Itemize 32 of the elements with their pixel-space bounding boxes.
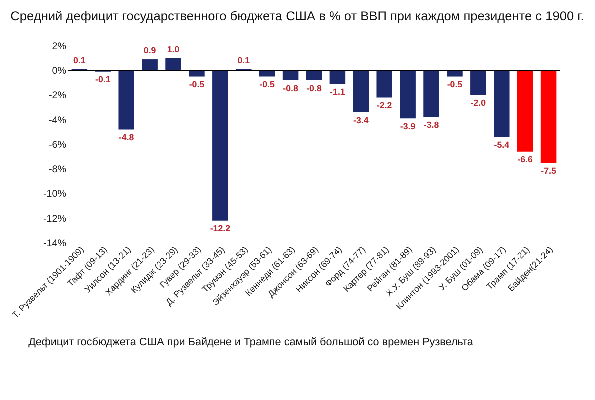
data-label: 0.1 xyxy=(238,55,250,66)
data-label: -5.4 xyxy=(494,140,510,150)
data-label: -6.6 xyxy=(518,154,534,165)
data-label: -0.5 xyxy=(260,80,276,90)
y-tick-label: -4% xyxy=(48,115,67,126)
data-label: -2.0 xyxy=(470,98,486,108)
data-label: -7.5 xyxy=(541,166,556,176)
y-tick-label: -12% xyxy=(44,214,67,225)
y-tick-label: 0% xyxy=(52,66,67,78)
data-label: -0.5 xyxy=(189,80,205,90)
data-label: -3.9 xyxy=(400,121,416,132)
text: Дефицит госбюджета США при Байдене и Трампе самый большой со времен Рузвельта xyxy=(28,336,474,348)
data-label: -0.5 xyxy=(447,80,463,90)
chart-title: Средний дефицит государственного бюджета США в % от ВВП при каждом президенте с 1900 г. xyxy=(10,8,584,24)
y-tick-label: -14% xyxy=(44,238,67,250)
data-label: -1.1 xyxy=(330,87,346,97)
data-label: -0.8 xyxy=(283,83,298,94)
data-label: -4.8 xyxy=(118,132,134,143)
y-tick-label: -2% xyxy=(48,90,67,102)
data-label: -0.8 xyxy=(306,83,322,94)
y-tick-label: -8% xyxy=(48,164,67,176)
y-tick-label: 2% xyxy=(52,41,67,52)
data-label: 0.1 xyxy=(74,55,86,66)
data-label: 0.9 xyxy=(144,46,156,56)
data-label: 1.0 xyxy=(167,44,180,54)
data-label: -0.1 xyxy=(96,74,111,85)
y-tick-label: -6% xyxy=(48,140,67,151)
data-label: -3.8 xyxy=(424,120,440,130)
data-label: -2.2 xyxy=(376,100,392,111)
data-label: -3.4 xyxy=(354,115,369,126)
y-tick-label: -10% xyxy=(44,189,67,200)
data-label: -12.2 xyxy=(210,224,231,234)
